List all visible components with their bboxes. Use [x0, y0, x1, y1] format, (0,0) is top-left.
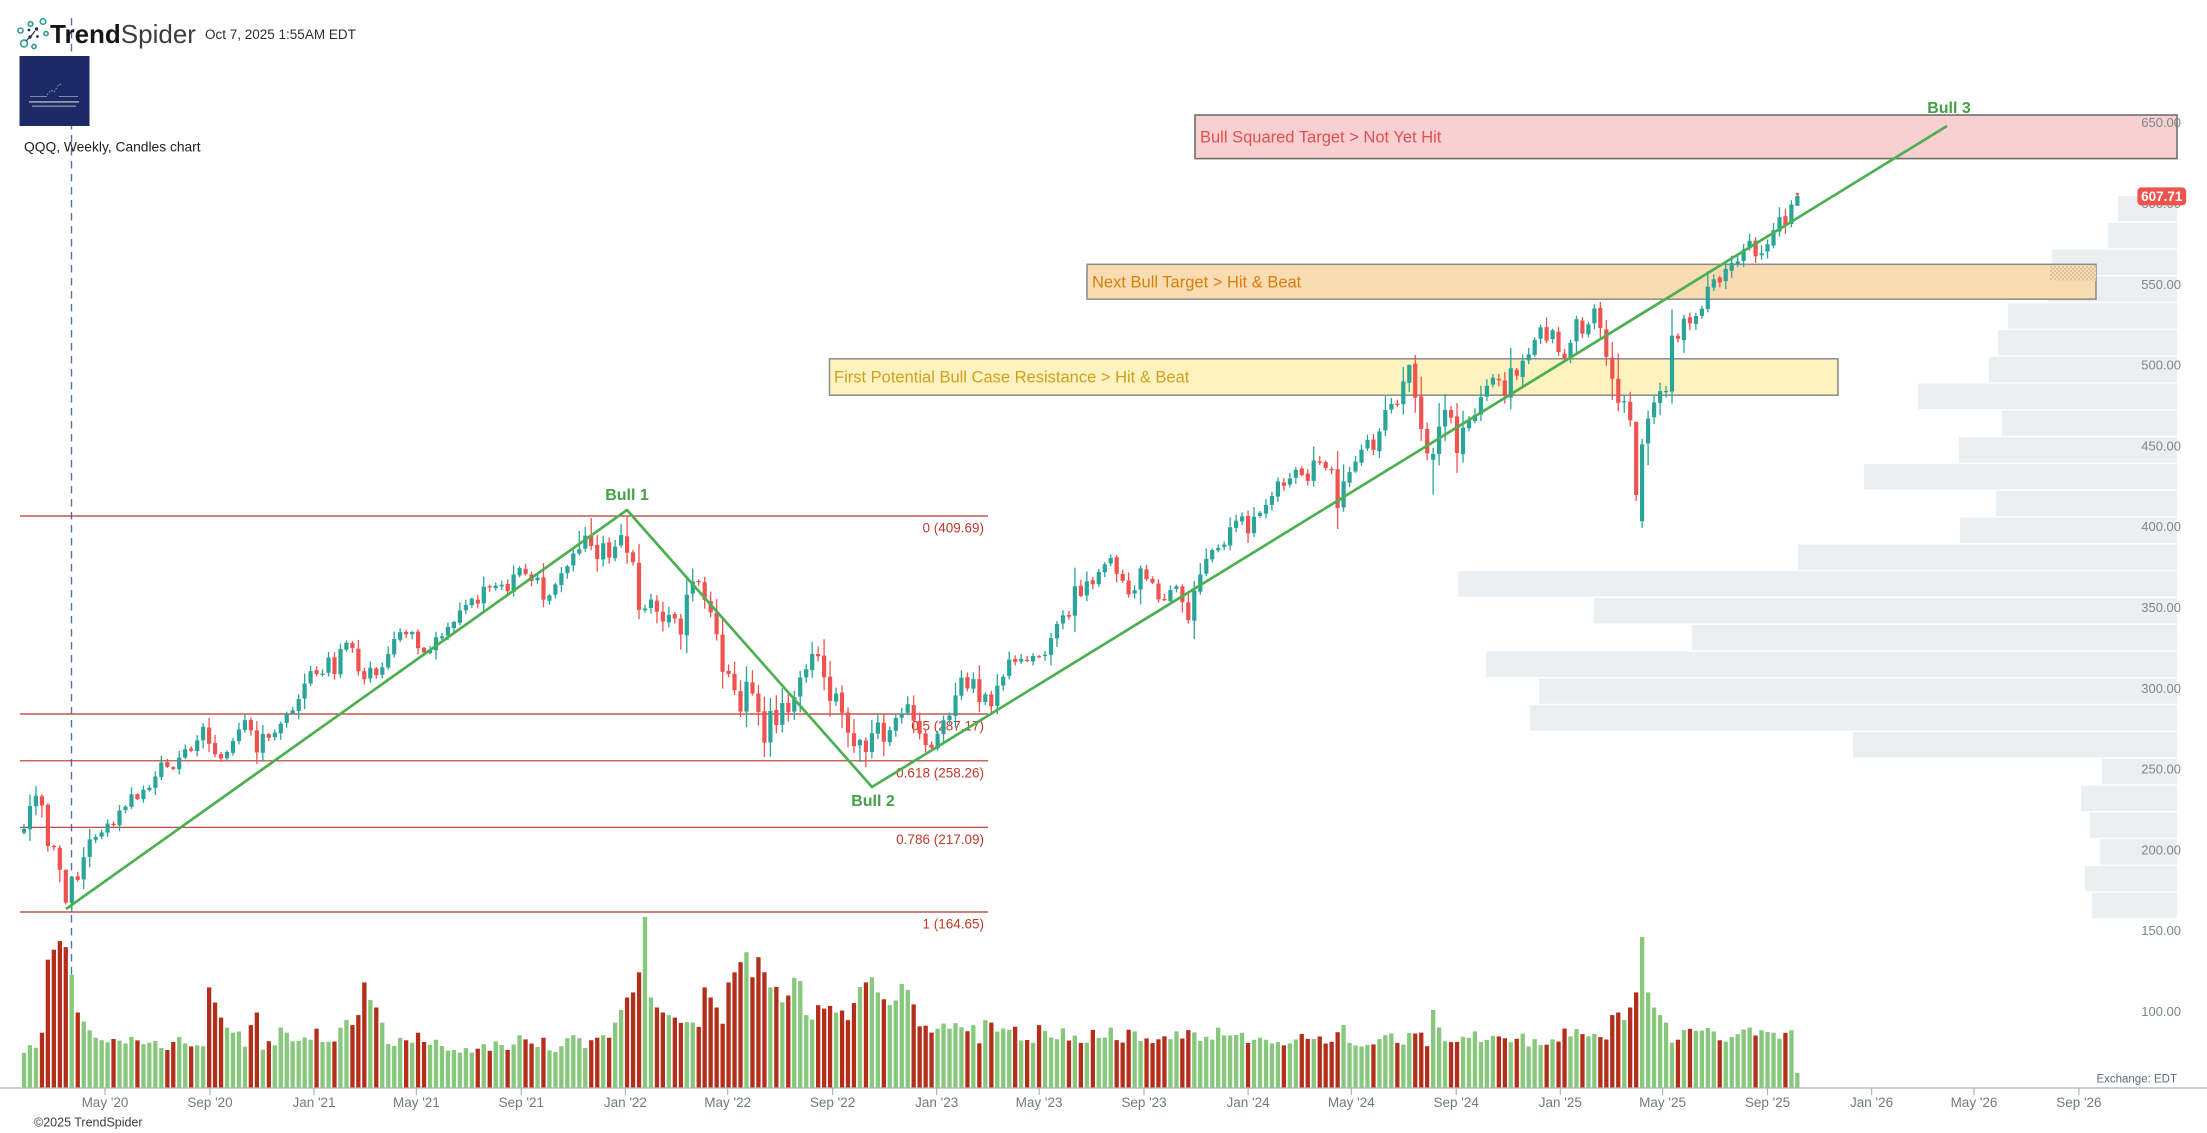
svg-text:Jan '26: Jan '26 — [1850, 1095, 1893, 1110]
svg-text:Sep '22: Sep '22 — [810, 1095, 855, 1110]
svg-text:400.00: 400.00 — [2141, 519, 2181, 534]
svg-text:May '21: May '21 — [393, 1095, 440, 1110]
svg-text:Bull 3: Bull 3 — [1927, 100, 1971, 117]
svg-text:100.00: 100.00 — [2141, 1004, 2181, 1019]
svg-text:Jan '24: Jan '24 — [1227, 1095, 1271, 1110]
svg-text:Next Bull Target > Hit & Beat: Next Bull Target > Hit & Beat — [1092, 274, 1302, 292]
svg-text:0.618 (258.26): 0.618 (258.26) — [896, 765, 984, 780]
svg-text:650.00: 650.00 — [2141, 115, 2181, 130]
svg-text:Sep '23: Sep '23 — [1121, 1095, 1166, 1110]
svg-text:Bull Squared Target > Not Yet: Bull Squared Target > Not Yet Hit — [1200, 129, 1442, 147]
svg-text:Exchange: EDT: Exchange: EDT — [2096, 1074, 2177, 1086]
svg-text:May '24: May '24 — [1328, 1095, 1375, 1110]
svg-text:0 (409.69): 0 (409.69) — [922, 521, 984, 536]
svg-text:350.00: 350.00 — [2141, 600, 2181, 615]
svg-text:250.00: 250.00 — [2141, 762, 2181, 777]
svg-text:Sep '20: Sep '20 — [187, 1095, 232, 1110]
svg-text:Jan '23: Jan '23 — [915, 1095, 958, 1110]
svg-text:Jan '22: Jan '22 — [604, 1095, 647, 1110]
svg-text:300.00: 300.00 — [2141, 681, 2181, 696]
svg-text:Sep '24: Sep '24 — [1434, 1095, 1480, 1110]
svg-text:Jan '25: Jan '25 — [1539, 1095, 1582, 1110]
svg-text:Oct 7, 2025 1:55AM EDT: Oct 7, 2025 1:55AM EDT — [205, 27, 356, 42]
svg-text:Sep '25: Sep '25 — [1745, 1095, 1790, 1110]
svg-text:500.00: 500.00 — [2141, 358, 2181, 373]
svg-text:May '23: May '23 — [1016, 1095, 1063, 1110]
svg-text:Bull 1: Bull 1 — [605, 487, 649, 504]
svg-text:QQQ, Weekly, Candles chart: QQQ, Weekly, Candles chart — [24, 140, 201, 155]
svg-text:0.786 (217.09): 0.786 (217.09) — [896, 832, 984, 847]
svg-text:First Potential Bull Case Resi: First Potential Bull Case Resistance > H… — [834, 369, 1190, 387]
svg-text:450.00: 450.00 — [2141, 438, 2181, 453]
svg-text:May '20: May '20 — [82, 1095, 129, 1110]
svg-text:©2025 TrendSpider: ©2025 TrendSpider — [34, 1116, 143, 1130]
svg-text:200.00: 200.00 — [2141, 842, 2181, 857]
svg-text:Sep '26: Sep '26 — [2056, 1095, 2101, 1110]
svg-text:150.00: 150.00 — [2141, 923, 2181, 938]
svg-text:Sep '21: Sep '21 — [499, 1095, 544, 1110]
svg-text:Jan '21: Jan '21 — [292, 1095, 335, 1110]
svg-text:TrendSpider: TrendSpider — [50, 19, 196, 49]
svg-text:607.71: 607.71 — [2141, 189, 2183, 204]
svg-text:550.00: 550.00 — [2141, 277, 2181, 292]
svg-text:Bull 2: Bull 2 — [851, 793, 895, 810]
svg-text:1 (164.65): 1 (164.65) — [922, 917, 984, 932]
svg-text:May '26: May '26 — [1951, 1095, 1998, 1110]
svg-text:May '22: May '22 — [704, 1095, 751, 1110]
svg-text:May '25: May '25 — [1639, 1095, 1686, 1110]
